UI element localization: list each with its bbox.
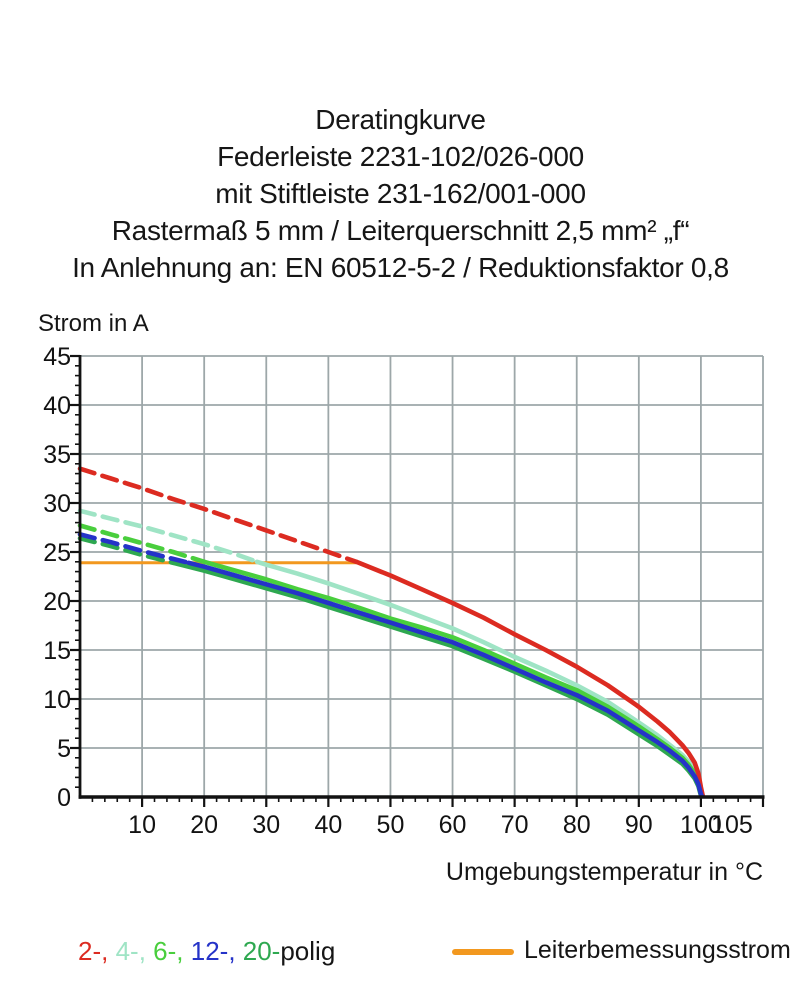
x-tick-label: 40: [314, 811, 342, 839]
y-tick-label: 20: [43, 588, 71, 616]
x-tick-label: 30: [252, 811, 280, 839]
legend-pole-item: 12-,: [190, 936, 243, 966]
y-tick-label: 15: [43, 637, 71, 665]
x-tick-label: 105: [711, 811, 753, 839]
x-tick-label: 20: [190, 811, 218, 839]
curve-2-polig-dashed: [77, 466, 359, 565]
x-tick-label: 10: [128, 811, 156, 839]
title-line-4: Rastermaß 5 mm / Leiterquerschnitt 2,5 m…: [111, 215, 690, 246]
curve-2-polig-solid: [354, 559, 706, 799]
title-line-1: Deratingkurve: [315, 104, 486, 135]
legend: 2-, 4-, 6-, 12-, 20-polig Leiterbemessun…: [0, 936, 801, 980]
y-tick-label: 45: [43, 343, 71, 371]
rated-current-line-swatch: [452, 948, 514, 955]
y-tick-label: 10: [43, 686, 71, 714]
x-tick-label: 70: [501, 811, 529, 839]
curve-4-polig-dashed: [77, 508, 260, 565]
y-axis-title: Strom in A: [38, 310, 149, 337]
title-line-3: mit Stiftleiste 231-162/001-000: [215, 178, 586, 209]
x-tick-label: 90: [625, 811, 653, 839]
y-tick-label: 5: [57, 735, 71, 763]
curve-20-polig-dashed: [77, 536, 176, 566]
curve-12-polig-dashed: [77, 532, 191, 566]
legend-pole-item: 20-: [242, 936, 281, 966]
legend-rated: Leiterbemessungsstrom: [452, 936, 791, 965]
y-tick-label: 0: [57, 784, 71, 812]
rated-current-label: Leiterbemessungsstrom: [524, 936, 791, 964]
x-tick-label: 50: [377, 811, 405, 839]
curve-12-polig-solid: [186, 560, 705, 799]
y-tick-label: 30: [43, 490, 71, 518]
curve-6-polig-dashed: [77, 523, 207, 565]
y-tick-label: 25: [43, 539, 71, 567]
x-tick-label: 80: [563, 811, 591, 839]
legend-pole-item: polig: [280, 936, 336, 966]
y-tick-label: 35: [43, 441, 71, 469]
x-tick-label: 100: [680, 811, 722, 839]
y-tick-label: 40: [43, 392, 71, 420]
legend-pole-item: 4-,: [115, 936, 154, 966]
title-line-2: Federleiste 2231-102/026-000: [217, 141, 584, 172]
legend-pole-item: 6-,: [153, 936, 191, 966]
chart-title-block: Deratingkurve Federleiste 2231-102/026-0…: [0, 101, 801, 286]
legend-poles: 2-, 4-, 6-, 12-, 20-polig: [78, 936, 335, 967]
x-tick-label: 60: [439, 811, 467, 839]
title-line-5: In Anlehnung an: EN 60512-5-2 / Reduktio…: [72, 252, 729, 283]
x-axis-title: Umgebungstemperatur in °C: [445, 858, 763, 886]
legend-pole-item: 2-,: [78, 936, 116, 966]
